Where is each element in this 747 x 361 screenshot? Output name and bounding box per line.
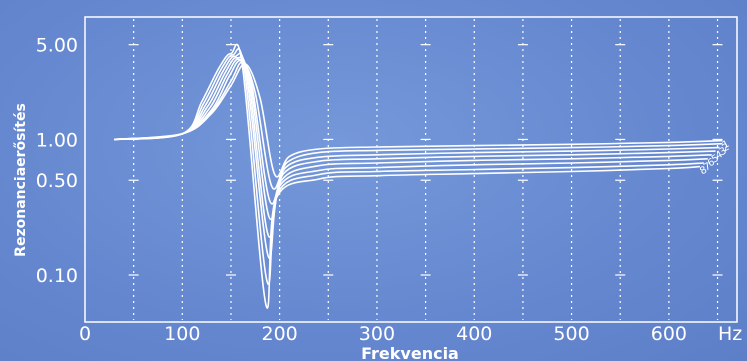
x-tick-labels: 0 100 200 300 400 500 600 xyxy=(79,323,687,345)
x-unit-label: Hz xyxy=(718,323,742,345)
series-line-6 xyxy=(114,52,708,259)
y-tick-labels: 5.00 1.00 0.50 0.10 xyxy=(36,35,78,287)
series-line-7 xyxy=(114,48,704,285)
x-tick-label: 400 xyxy=(456,323,492,345)
series-label-8: 8 xyxy=(698,165,709,178)
series-line-2 xyxy=(114,61,723,190)
series-line-8 xyxy=(114,43,701,309)
x-tick-label: 100 xyxy=(164,323,200,345)
y-tick-label: 0.50 xyxy=(36,170,78,192)
series-label-4: 4 xyxy=(714,149,725,162)
x-axis-title: Frekvencia xyxy=(361,344,459,361)
series-line-3 xyxy=(114,59,720,205)
y-tick-label: 0.10 xyxy=(36,265,78,287)
x-tick-label: 600 xyxy=(651,323,687,345)
y-axis-title: Rezonanciaerősítés xyxy=(13,103,29,257)
series-label-2: 2 xyxy=(721,142,732,155)
series-label-7: 7 xyxy=(702,161,713,174)
x-tick-label: 0 xyxy=(79,323,91,345)
x-tick-label: 500 xyxy=(553,323,589,345)
x-tick-label: 300 xyxy=(359,323,395,345)
series-label-3: 3 xyxy=(718,146,729,159)
series-layer xyxy=(114,43,723,309)
series-line-1 xyxy=(114,63,723,178)
y-tick-label: 1.00 xyxy=(36,129,78,151)
y-tick-label: 5.00 xyxy=(36,35,78,57)
plot-frame xyxy=(84,16,738,323)
series-label-5: 5 xyxy=(710,153,721,166)
series-line-4 xyxy=(114,58,716,221)
grid-layer xyxy=(128,19,723,320)
series-label-6: 6 xyxy=(706,157,717,170)
series-label-1: 1 xyxy=(721,139,732,152)
x-tick-label: 200 xyxy=(261,323,297,345)
